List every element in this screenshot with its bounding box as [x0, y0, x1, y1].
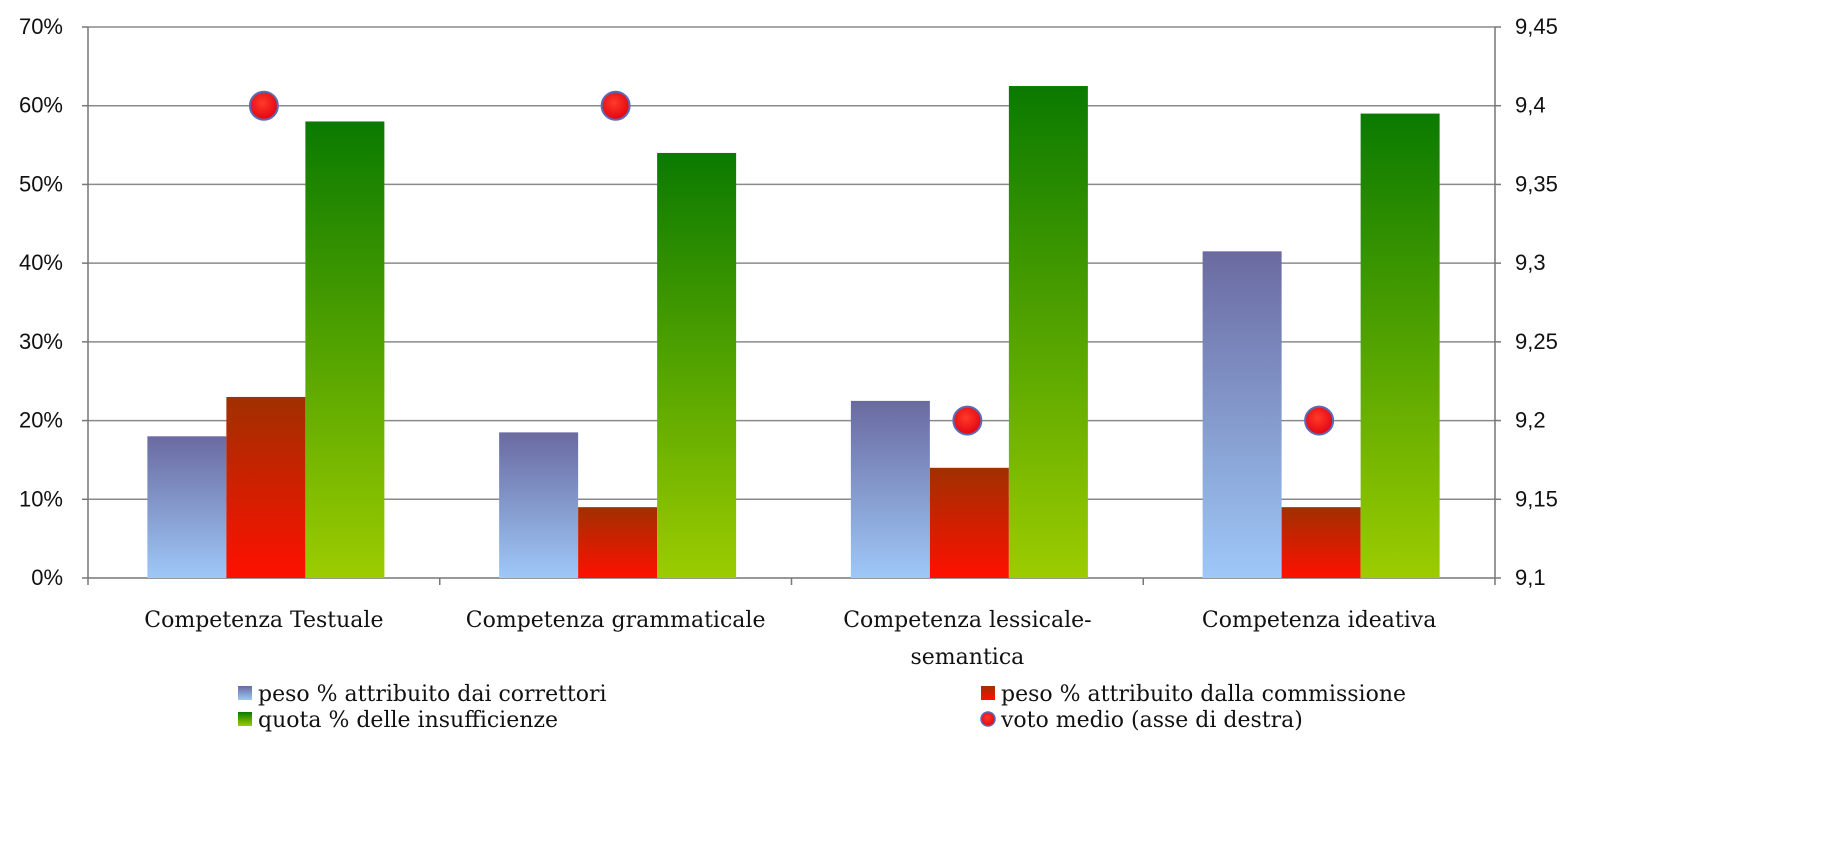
data-point — [1304, 405, 1335, 436]
y-right-tick-label: 9,35 — [1515, 171, 1558, 196]
y-left-tick-label: 40% — [19, 250, 63, 275]
bar — [305, 121, 385, 578]
bar — [226, 396, 306, 578]
bar — [1202, 251, 1282, 579]
x-category-label: Competenza Testuale — [144, 608, 383, 633]
bar — [147, 436, 227, 578]
y-right-tick-label: 9,15 — [1515, 486, 1558, 511]
y-left-tick-label: 10% — [19, 486, 63, 511]
bar — [657, 152, 737, 578]
y-right-tick-label: 9,25 — [1515, 329, 1558, 354]
legend-marker — [980, 711, 996, 727]
y-left-tick-label: 20% — [19, 408, 63, 433]
markers — [248, 90, 1335, 436]
legend-swatch — [981, 686, 995, 700]
legend-label: peso % attribuito dalla commissione — [1001, 682, 1406, 707]
legend-swatch — [238, 712, 252, 726]
legend-label: quota % delle insufficienze — [258, 708, 558, 733]
legend: peso % attribuito dai correttori peso % a… — [238, 682, 1406, 733]
y-right-tick-label: 9,1 — [1515, 565, 1546, 590]
y-right-tick-label: 9,3 — [1515, 250, 1546, 275]
y-right-tick-label: 9,4 — [1515, 93, 1546, 118]
x-category-label: Competenza lessicale- — [843, 608, 1091, 633]
y-left-tick-label: 60% — [19, 93, 63, 118]
labels: 0% 10% 20% 30% 40% 50% 60% 70% 9,1 9,15 9,2 9,25 9,3… — [19, 14, 1558, 670]
y-right-tick-label: 9,2 — [1515, 408, 1546, 433]
legend-swatch — [238, 686, 252, 700]
bar — [1008, 86, 1088, 579]
bar — [1360, 113, 1440, 578]
bar — [578, 507, 658, 578]
y-left-tick-label: 50% — [19, 171, 63, 196]
bars — [147, 86, 1440, 579]
bar — [499, 432, 579, 578]
data-point — [248, 90, 279, 121]
y-right-tick-label: 9,45 — [1515, 14, 1558, 39]
x-category-label: Competenza grammaticale — [466, 608, 766, 633]
bar — [929, 467, 1009, 578]
data-point — [952, 405, 983, 436]
y-left-tick-label: 70% — [19, 14, 63, 39]
bar — [1281, 507, 1361, 578]
bar — [850, 400, 930, 578]
y-left-tick-label: 0% — [31, 565, 63, 590]
legend-label: voto medio (asse di destra) — [1000, 708, 1303, 733]
y-left-tick-label: 30% — [19, 329, 63, 354]
legend-label: peso % attribuito dai correttori — [258, 682, 607, 707]
x-category-label: semantica — [910, 645, 1024, 670]
data-point — [600, 90, 631, 121]
x-category-label: Competenza ideativa — [1202, 608, 1436, 633]
